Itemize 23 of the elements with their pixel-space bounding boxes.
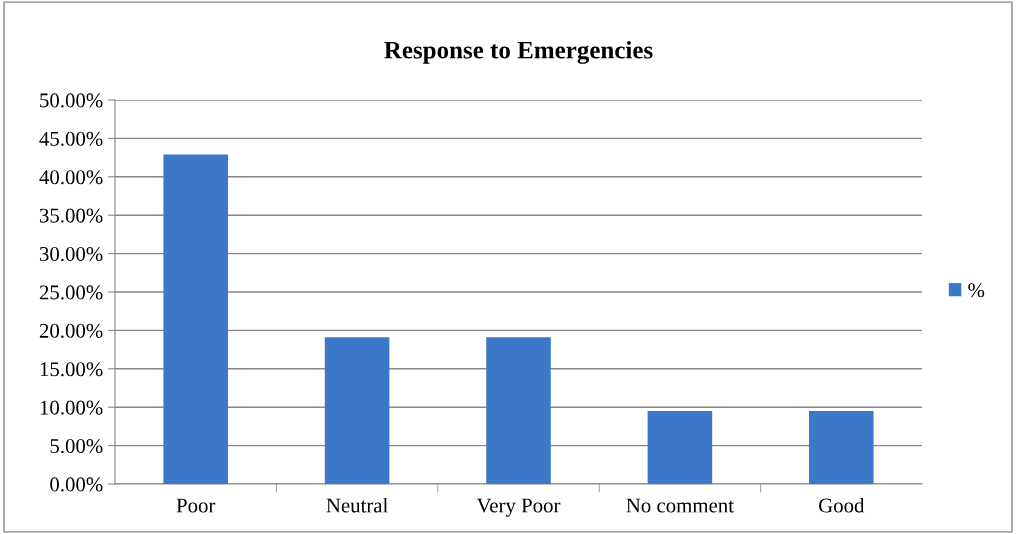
y-tick-label: 50.00% [40,93,103,108]
chart-title: Response to Emergencies [384,40,653,64]
y-tick-label: 0.00% [50,477,103,492]
y-tick-label: 45.00% [39,131,103,146]
y-tick-label: 15.00% [40,362,103,377]
bar [324,337,390,484]
y-tick-label: 25.00% [39,285,103,300]
x-tick-label: Neutral [326,497,388,513]
x-tick-label: Good [819,497,865,513]
bar [163,154,228,484]
y-tick-label: 30.00% [39,246,103,262]
bar [809,411,874,484]
legend-label: % [968,283,985,298]
bar [647,411,713,484]
y-tick-label: 10.00% [40,400,103,415]
x-tick-label: No comment [626,498,734,513]
y-tick-label: 35.00% [39,208,103,223]
y-tick-label: 40.00% [39,170,103,185]
x-tick-label: Poor [176,498,216,513]
x-tick-label: Very Poor [476,498,561,517]
y-tick-label: 20.00% [39,323,103,338]
bar [486,337,551,484]
y-tick-label: 5.00% [50,438,103,454]
